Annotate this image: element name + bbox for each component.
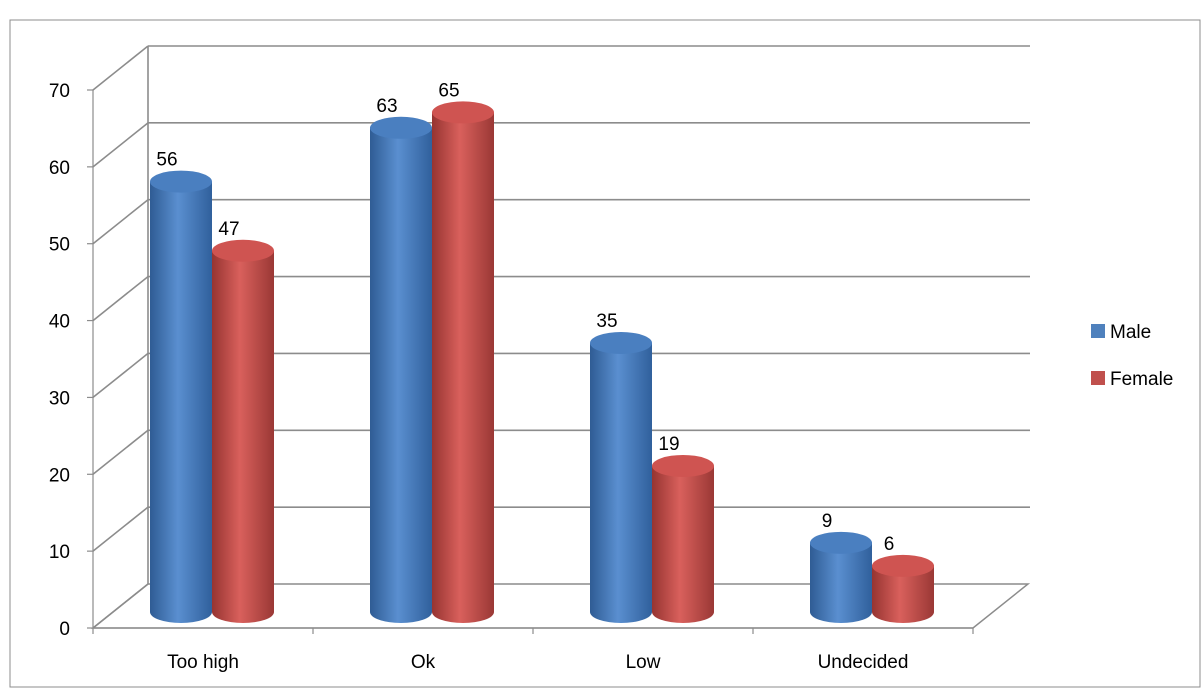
y-tick-label: 30 — [49, 388, 70, 409]
y-tick-label: 20 — [49, 465, 70, 486]
y-tick-label: 0 — [59, 619, 70, 640]
legend-swatch — [1091, 371, 1105, 385]
y-tick-label: 50 — [49, 235, 70, 256]
x-tick-label: Ok — [411, 652, 436, 673]
gridline — [92, 275, 1030, 322]
y-tick-label: 70 — [49, 81, 70, 102]
x-tick-label: Too high — [167, 652, 239, 673]
bar-female — [652, 454, 714, 623]
data-label: 56 — [156, 150, 177, 171]
bar-female — [872, 554, 934, 623]
gridline — [92, 506, 1030, 552]
gridline — [92, 198, 1030, 245]
y-tick-label: 60 — [49, 158, 70, 179]
data-label: 63 — [376, 96, 397, 117]
gridline — [92, 583, 149, 629]
y-tick-label: 10 — [49, 542, 70, 563]
bar-male — [150, 170, 212, 623]
data-label: 6 — [884, 534, 895, 555]
bar-male — [370, 116, 432, 624]
bar-female — [212, 239, 274, 623]
legend-item-female: Female — [1091, 369, 1173, 390]
data-label: 35 — [596, 311, 617, 332]
bar-male — [810, 531, 872, 623]
gridline — [92, 429, 1030, 475]
gridline — [92, 122, 1030, 168]
data-label: 9 — [822, 511, 833, 532]
legend-swatch — [1091, 324, 1105, 338]
bar-male — [590, 332, 652, 623]
gridline — [92, 352, 1030, 399]
bar-female — [432, 101, 494, 623]
y-tick-label: 40 — [49, 312, 70, 333]
legend-label: Female — [1110, 369, 1173, 390]
x-tick-label: Undecided — [818, 652, 909, 673]
gridline — [92, 45, 1030, 91]
x-tick-label: Low — [626, 652, 661, 673]
legend-item-male: Male — [1091, 322, 1151, 343]
data-label: 19 — [658, 434, 679, 455]
data-label: 65 — [438, 80, 459, 101]
data-label: 47 — [218, 219, 239, 240]
legend-label: Male — [1110, 322, 1151, 343]
